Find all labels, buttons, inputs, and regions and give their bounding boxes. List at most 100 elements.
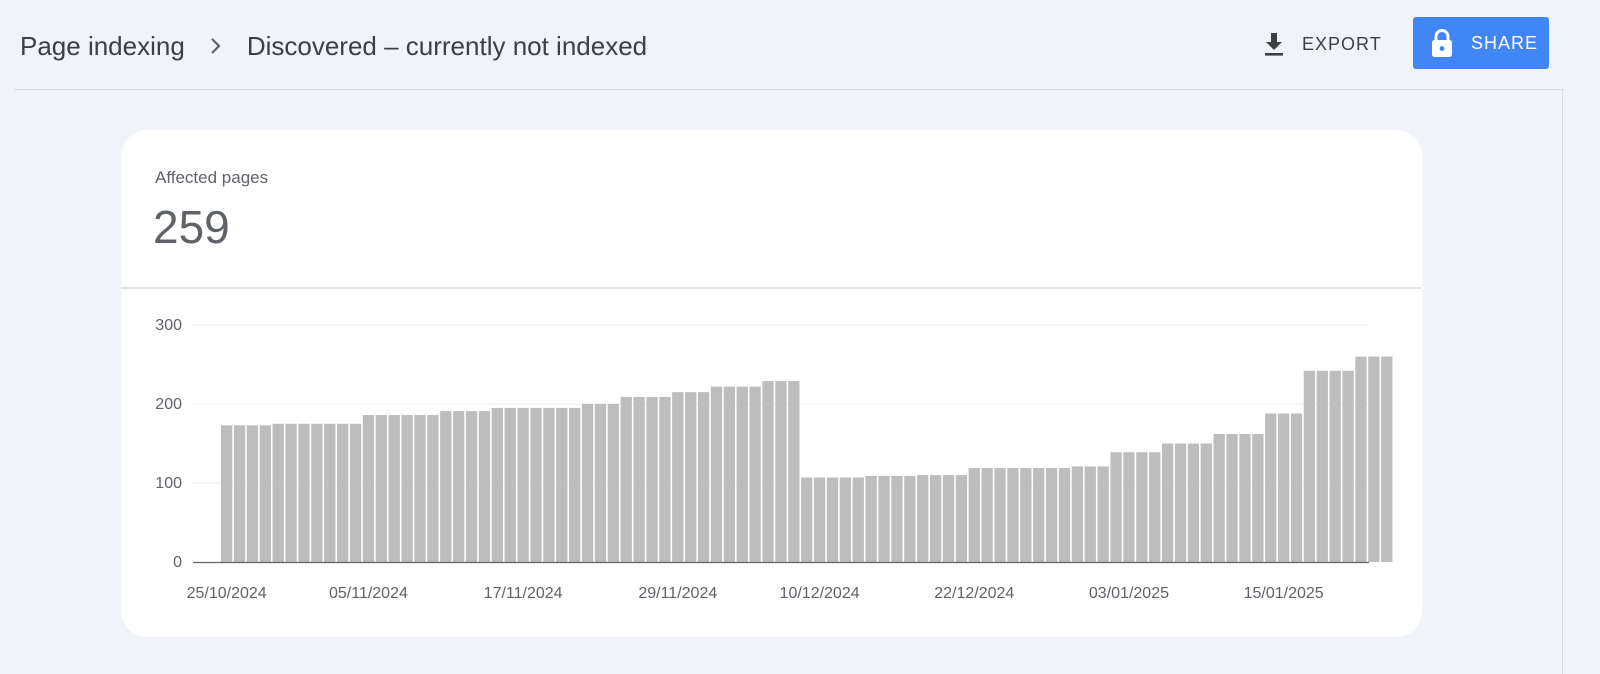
page-title: Discovered – currently not indexed: [246, 30, 648, 61]
bar: [852, 477, 864, 562]
header-divider: [14, 89, 1564, 90]
share-button[interactable]: SHARE: [1413, 17, 1549, 69]
bar: [1033, 467, 1045, 562]
bar: [543, 407, 555, 562]
bar: [1071, 466, 1084, 562]
bar: [1265, 413, 1277, 562]
bar: [1058, 467, 1071, 562]
x-tick-label: 05/11/2024: [329, 585, 408, 602]
x-tick-label: 17/11/2024: [484, 585, 563, 602]
breadcrumb: Page indexing Discovered – currently not…: [20, 28, 647, 64]
bar: [246, 425, 259, 562]
bar: [1239, 434, 1251, 562]
bar: [929, 475, 942, 562]
lock-icon: [1432, 29, 1452, 57]
bar: [1084, 466, 1096, 562]
bar: [633, 396, 645, 562]
bar: [788, 381, 800, 562]
bar: [1174, 443, 1187, 562]
share-label: SHARE: [1471, 32, 1539, 53]
bar: [1110, 452, 1122, 562]
bar: [710, 386, 723, 562]
bar: [298, 423, 310, 562]
bar: [981, 467, 993, 562]
bar: [221, 425, 233, 562]
bar: [620, 396, 632, 562]
export-label: EXPORT: [1302, 33, 1382, 54]
bar: [272, 423, 284, 562]
bar: [1097, 466, 1109, 562]
bar: [865, 475, 877, 562]
bar: [891, 475, 903, 562]
bar: [1213, 434, 1225, 562]
bar: [569, 407, 581, 562]
bar: [607, 404, 619, 562]
bar: [1303, 370, 1316, 562]
y-tick-label: 200: [155, 396, 182, 413]
bar: [968, 467, 980, 562]
bar: [1355, 356, 1367, 562]
bar: [1007, 467, 1019, 562]
bar: [427, 415, 439, 562]
bar: [1277, 413, 1290, 562]
x-tick-label: 22/12/2024: [934, 585, 1014, 602]
bar: [813, 477, 826, 562]
bar: [762, 381, 774, 562]
bar: [1368, 356, 1380, 562]
bar: [736, 386, 748, 562]
bar: [994, 467, 1006, 562]
bar: [697, 392, 710, 562]
bar: [594, 404, 607, 562]
bar: [1020, 467, 1032, 562]
bar: [878, 475, 890, 562]
bar: [749, 386, 761, 562]
chevron-right-icon: [209, 36, 223, 56]
chart-card: Affected pages 259 0 100 200 300 25/10/2024 0…: [121, 130, 1422, 637]
bar: [581, 404, 594, 562]
bar: [942, 475, 955, 562]
bar: [401, 415, 413, 562]
bar: [233, 425, 246, 562]
x-tick-label: 03/01/2025: [1089, 585, 1169, 602]
bar: [375, 415, 387, 562]
bar: [826, 477, 839, 562]
bar: [1381, 356, 1393, 562]
bar: [491, 407, 503, 562]
bar: [517, 407, 529, 562]
bar: [259, 425, 271, 562]
affected-pages-label: Affected pages: [155, 168, 269, 187]
bar: [955, 475, 968, 562]
bar: [453, 411, 465, 562]
bar: [904, 475, 916, 562]
y-tick-label: 300: [155, 317, 182, 334]
bar: [659, 396, 671, 562]
top-bar: Page indexing Discovered – currently not…: [0, 0, 1600, 90]
card-divider: [121, 287, 1422, 289]
bar: [646, 396, 658, 562]
bar: [324, 423, 336, 562]
download-icon: [1265, 33, 1283, 56]
bar: [556, 407, 568, 562]
bar: [362, 415, 375, 562]
export-button[interactable]: EXPORT: [1262, 24, 1382, 64]
affected-pages-bar-chart: 0 100 200 300 25/10/2024 05/11/2024 17/11/2024…: [155, 317, 1393, 602]
bar: [530, 407, 542, 562]
bar: [337, 423, 349, 562]
bar: [414, 415, 426, 562]
bar: [478, 411, 491, 562]
bar: [1123, 452, 1135, 562]
bar: [775, 381, 787, 562]
bar: [311, 423, 323, 562]
y-tick-label: 100: [155, 475, 182, 492]
bar: [349, 423, 362, 562]
breadcrumb-root-link[interactable]: Page indexing: [20, 30, 185, 61]
affected-pages-value: 259: [153, 201, 230, 253]
bar: [839, 477, 852, 562]
x-tick-label: 10/12/2024: [780, 585, 860, 602]
y-tick-label: 0: [173, 554, 182, 571]
bar: [440, 411, 452, 562]
bar: [465, 411, 478, 562]
bar: [1226, 434, 1238, 562]
bar: [1045, 467, 1058, 562]
bar: [801, 477, 813, 562]
